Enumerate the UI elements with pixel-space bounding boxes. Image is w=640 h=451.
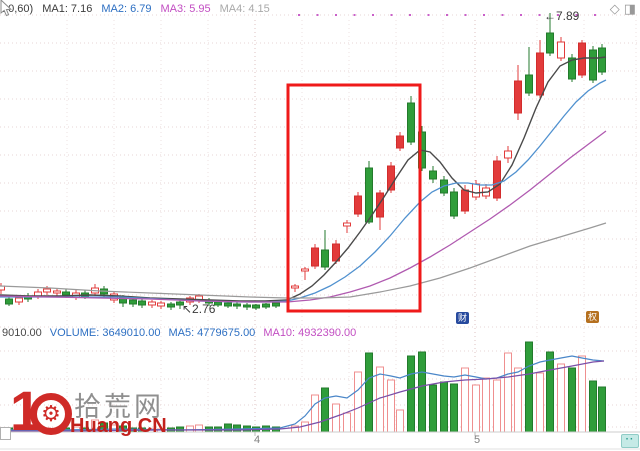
x-axis-label-april: 4 [253,434,261,446]
ma3-value: MA3: 5.95 [160,3,211,15]
left-edge-box [0,427,11,440]
x-axis-label-may: 5 [473,434,481,446]
financial-report-badge[interactable]: 财 [456,312,469,324]
indicator-header: 20,60) MA1: 7.16 MA2: 6.79 MA3: 5.95 MA4: 4.… [2,3,279,15]
chart-toolbar: ◇ ◨ [610,1,636,17]
mouse-cursor-icon [0,0,12,17]
watermark-domain: Huang.CN [70,415,167,437]
diamond-tool-icon[interactable]: ◇ [609,1,620,16]
watermark: 1 ⚙ 拾荒网 Huang.CN [4,381,174,449]
ma2-value: MA2: 6.79 [101,3,152,15]
panel-toggle-icon[interactable]: ◨ [623,1,636,16]
indicator-params: 20,60) [2,3,34,15]
watermark-site-name: 拾荒网 [74,392,164,422]
ma4-value: MA4: 4.15 [219,3,270,15]
expand-more-button[interactable]: ·· [621,434,639,448]
high-price-annotation: ←7.89 [544,9,580,23]
volume-ma5-value: MA5: 4779675.00 [168,327,256,339]
volume-ma10-value: MA10: 4932390.00 [263,327,357,339]
ma1-value: MA1: 7.16 [42,3,93,15]
low-price-annotation: ↖2.76 [182,302,216,316]
volume-prefix-value: 9010.00 [2,327,42,339]
volume-header: 9010.00 VOLUME: 3649010.00 MA5: 4779675.00… [2,327,364,339]
watermark-logo-gear-icon: ⚙ [30,393,72,435]
volume-value: VOLUME: 3649010.00 [49,327,161,339]
rights-event-badge[interactable]: 权 [586,311,599,323]
